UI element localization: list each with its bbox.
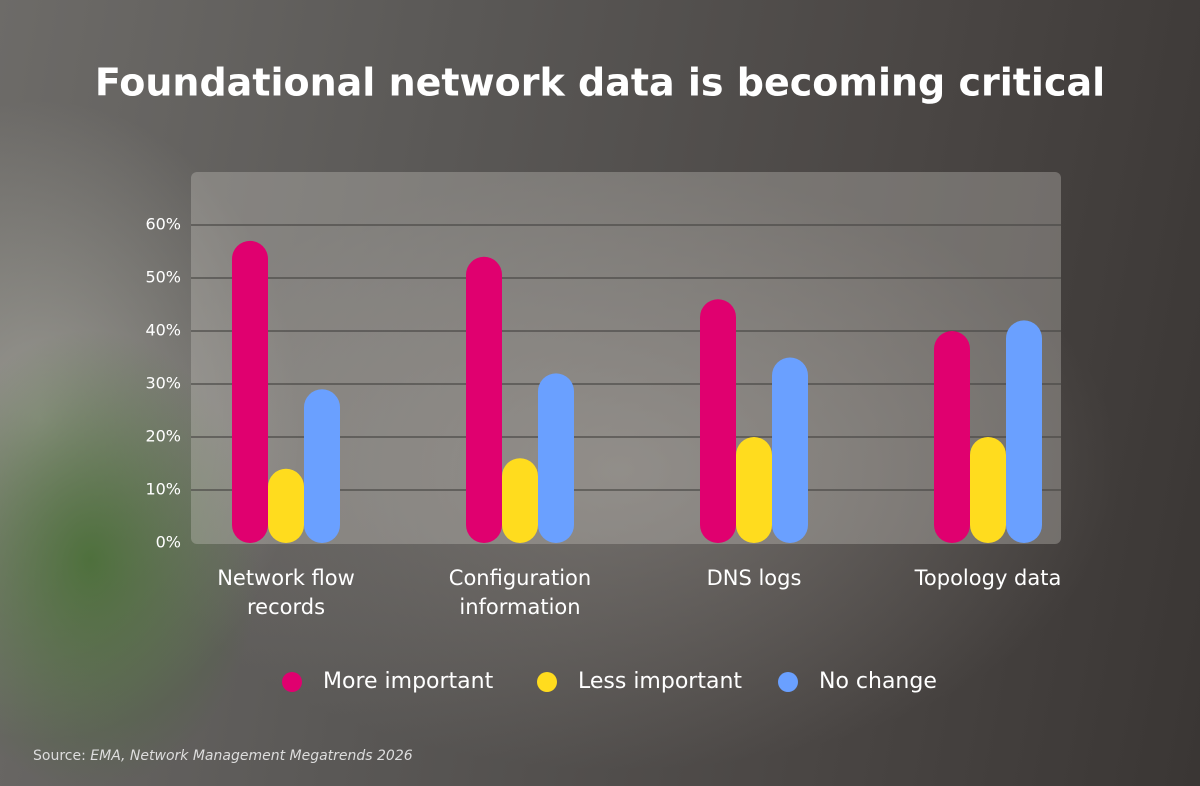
bar	[232, 240, 268, 543]
x-tick-label: DNS logs	[706, 566, 802, 590]
y-tick-label: 30%	[145, 374, 181, 393]
legend-label: Less important	[578, 669, 742, 694]
bar	[736, 437, 772, 543]
y-tick-label: 0%	[156, 533, 181, 552]
source-text: EMA, Network Management Megatrends 2026	[90, 748, 412, 764]
bar	[772, 357, 808, 543]
x-tick-label: Topology data	[914, 566, 1062, 590]
legend-marker	[537, 672, 557, 692]
source-label: Source:	[33, 748, 86, 764]
chart-title: Foundational network data is becoming cr…	[95, 61, 1105, 105]
y-tick-label: 20%	[145, 427, 181, 446]
legend-label: No change	[819, 669, 937, 694]
bar	[538, 373, 574, 543]
bar	[1006, 320, 1042, 543]
legend-marker	[282, 672, 302, 692]
legend-label: More important	[323, 669, 494, 694]
x-tick-label: Configuration information	[448, 566, 592, 619]
y-tick-label: 50%	[145, 268, 181, 287]
bar	[268, 468, 304, 543]
bar	[934, 331, 970, 543]
bar	[970, 437, 1006, 543]
y-tick-label: 60%	[145, 215, 181, 234]
bar	[466, 256, 502, 543]
source: Source: EMA, Network Management Megatren…	[33, 748, 413, 764]
plot-area	[191, 172, 1061, 544]
bar	[700, 299, 736, 543]
bar	[502, 458, 538, 543]
bar	[304, 389, 340, 543]
x-tick-label: Network flow records	[217, 566, 355, 619]
legend-marker	[778, 672, 798, 692]
y-tick-label: 40%	[145, 321, 181, 340]
y-tick-label: 10%	[145, 480, 181, 499]
